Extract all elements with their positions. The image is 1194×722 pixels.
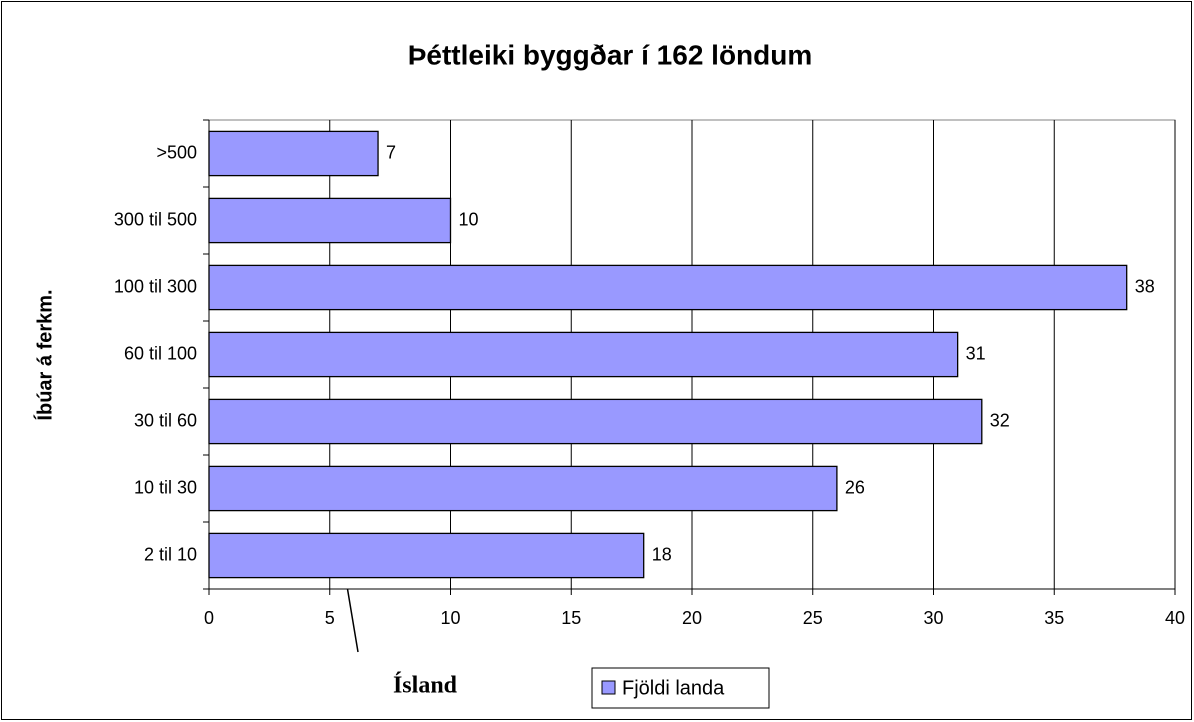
y-tick-label: 300 til 500 xyxy=(114,209,197,229)
x-tick-label: 35 xyxy=(1044,608,1064,628)
x-tick-label: 10 xyxy=(440,608,460,628)
value-label: 26 xyxy=(845,477,865,497)
legend-box xyxy=(591,667,770,709)
value-label: 32 xyxy=(990,410,1010,430)
x-tick-label: 5 xyxy=(325,608,335,628)
legend-swatch xyxy=(601,680,616,695)
bar xyxy=(208,331,959,378)
x-tick-label: 0 xyxy=(204,608,214,628)
x-tick-label: 30 xyxy=(923,608,943,628)
x-tick-label: 40 xyxy=(1165,608,1185,628)
value-label: 38 xyxy=(1135,276,1155,296)
y-axis-label: Íbúar á ferkm. xyxy=(33,289,56,420)
value-label: 10 xyxy=(459,209,479,229)
bar xyxy=(208,532,645,579)
chart-title: Þéttleiki byggðar í 162 löndum xyxy=(408,39,813,70)
x-tick-label: 25 xyxy=(803,608,823,628)
value-label: 18 xyxy=(652,544,672,564)
bar xyxy=(208,264,1128,311)
bar xyxy=(208,398,983,445)
value-label: 7 xyxy=(386,142,396,162)
bar xyxy=(208,465,838,512)
bar xyxy=(208,197,452,244)
y-tick-label: 2 til 10 xyxy=(144,544,197,564)
value-label: 31 xyxy=(966,343,986,363)
annotation: Ísland xyxy=(393,673,458,699)
bar xyxy=(208,130,379,177)
x-tick-label: 15 xyxy=(561,608,581,628)
y-tick-label: 10 til 30 xyxy=(134,477,197,497)
y-tick-label: 100 til 300 xyxy=(114,276,197,296)
y-tick-label: >500 xyxy=(156,142,197,162)
y-tick-label: 30 til 60 xyxy=(134,410,197,430)
y-tick-label: 60 til 100 xyxy=(124,343,197,363)
x-tick-label: 20 xyxy=(682,608,702,628)
legend-label: Fjöldi landa xyxy=(622,677,725,699)
